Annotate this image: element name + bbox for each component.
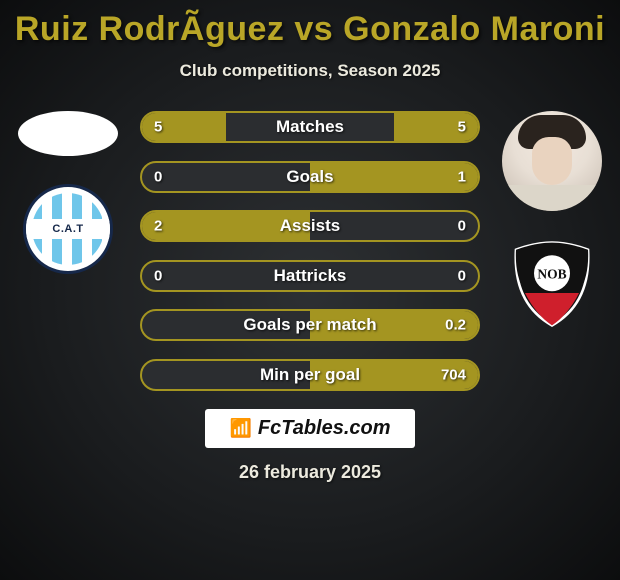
stat-value-left: 2 [154, 218, 162, 235]
stat-bar: 5 5 Matches [140, 111, 480, 143]
stat-label: Goals [286, 167, 333, 187]
team-left-badge: C.A.T [23, 184, 113, 274]
player-right-avatar [502, 111, 602, 211]
player-left-avatar [18, 111, 118, 156]
stat-label: Matches [276, 117, 344, 137]
stat-value-left: 0 [154, 168, 162, 185]
signal-icon: 📶 [229, 418, 251, 439]
stat-value-right: 1 [458, 168, 466, 185]
team-right-badge-text: NOB [537, 267, 566, 282]
date: 26 february 2025 [239, 462, 381, 483]
stat-value-right: 0.2 [445, 317, 466, 334]
stat-label: Assists [280, 216, 340, 236]
stat-value-right: 0 [458, 218, 466, 235]
page-title: Ruiz RodrÃ­guez vs Gonzalo Maroni [15, 10, 605, 49]
stat-value-left: 5 [154, 119, 162, 136]
stat-value-right: 704 [441, 366, 466, 383]
stat-fill-right [310, 163, 478, 191]
stat-label: Goals per match [243, 315, 376, 335]
watermark-text: FcTables.com [258, 417, 391, 440]
stat-bar: 2 0 Assists [140, 210, 480, 242]
stat-label: Hattricks [274, 266, 347, 286]
stat-bar: 704 Min per goal [140, 359, 480, 391]
stat-bar: 0 0 Hattricks [140, 260, 480, 292]
stat-value-right: 0 [458, 267, 466, 284]
stat-bar: 0 1 Goals [140, 161, 480, 193]
comparison-grid: C.A.T NOB 5 5 Matches 0 1 Goals 2 0 Assists 0 0 Hat… [0, 111, 620, 391]
watermark: 📶 FcTables.com [205, 409, 414, 448]
team-right-badge: NOB [507, 239, 597, 329]
team-left-badge-text: C.A.T [26, 219, 110, 239]
stat-bar: 0.2 Goals per match [140, 309, 480, 341]
stat-value-right: 5 [458, 119, 466, 136]
subtitle: Club competitions, Season 2025 [180, 61, 441, 81]
stat-label: Min per goal [260, 365, 360, 385]
stat-value-left: 0 [154, 267, 162, 284]
